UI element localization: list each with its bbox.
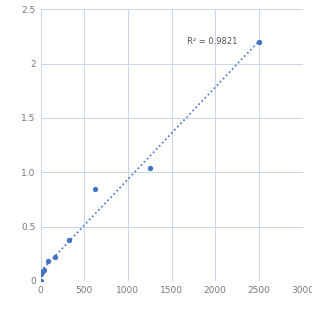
- Point: [39, 271, 44, 276]
- Point: [147, 165, 152, 170]
- Point: [41, 267, 46, 272]
- Point: [256, 39, 261, 44]
- Point: [40, 270, 45, 275]
- Point: [66, 237, 71, 242]
- Point: [45, 259, 50, 264]
- Text: R² = 0.9821: R² = 0.9821: [187, 37, 238, 46]
- Point: [93, 186, 98, 191]
- Point: [52, 254, 57, 259]
- Point: [38, 278, 43, 283]
